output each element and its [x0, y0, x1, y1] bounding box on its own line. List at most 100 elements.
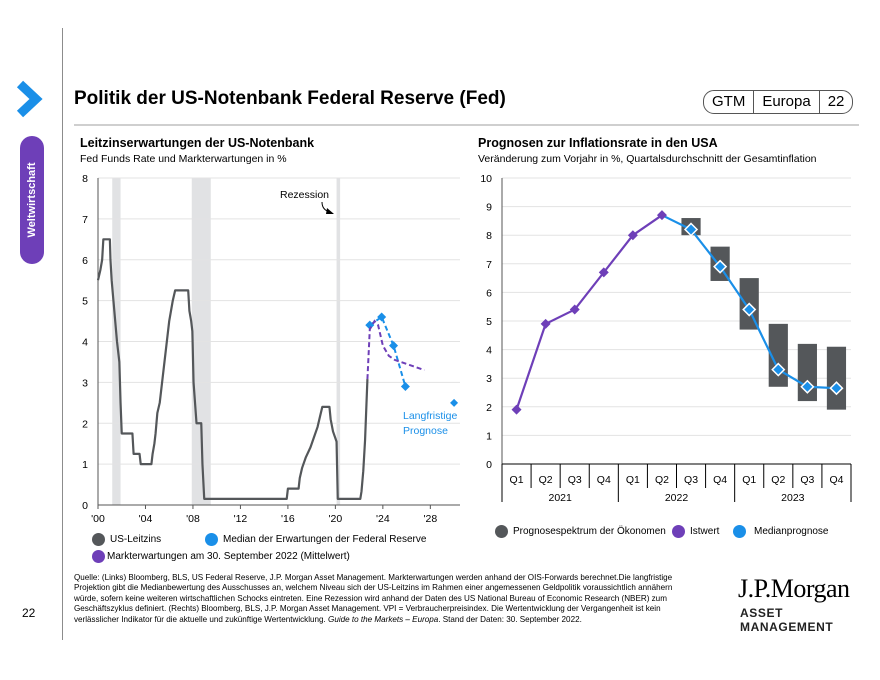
- legend-swatch: [495, 525, 508, 538]
- x-tick-label: Q1: [626, 474, 640, 486]
- fed-median-point: [377, 312, 387, 322]
- legend-label: Istwert: [690, 526, 720, 537]
- x-tick-label: Q2: [771, 474, 785, 486]
- y-tick-label: 4: [486, 345, 492, 357]
- market-expectations-line: [366, 319, 425, 380]
- legend-fed-median: Median der Erwartungen der Federal Reser…: [205, 533, 426, 546]
- legend-range: Prognosespektrum der Ökonomen: [495, 525, 666, 538]
- source-note: Quelle: (Links) Bloomberg, BLS, US Feder…: [74, 573, 692, 625]
- legend-us-leitzins: US-Leitzins: [92, 533, 161, 546]
- longrun-label-2: Prognose: [403, 425, 448, 437]
- y-tick-label: 5: [486, 316, 492, 328]
- legend-label: Medianprognose: [754, 526, 829, 537]
- y-tick-label: 2: [82, 418, 88, 430]
- x-tick-label: '24: [376, 513, 390, 525]
- legend-label: Median der Erwartungen der Federal Reser…: [223, 534, 427, 545]
- median-forecast-point: [713, 259, 728, 274]
- actual-point: [540, 318, 551, 329]
- y-tick-label: 3: [82, 377, 88, 389]
- x-tick-label: '00: [91, 513, 105, 525]
- legend-swatch: [733, 525, 746, 538]
- y-tick-label: 8: [486, 230, 492, 242]
- y-tick-label: 6: [486, 287, 492, 299]
- fed-median-line: [369, 315, 407, 387]
- left-chart-subtitle: Fed Funds Rate und Markterwartungen in %: [80, 153, 287, 165]
- y-tick-label: 4: [82, 337, 88, 349]
- y-tick-label: 2: [486, 402, 492, 414]
- legend-market-expectations: Markterwartungen am 30. September 2022 (…: [92, 550, 350, 563]
- actual-point: [656, 210, 667, 221]
- source-italic: Guide to the Markets – Europa: [328, 614, 439, 624]
- x-tick-label: '08: [186, 513, 200, 525]
- fed-median-point: [365, 320, 375, 330]
- source-text: Quelle: (Links) Bloomberg, BLS, US Feder…: [74, 573, 673, 624]
- actual-point: [598, 267, 609, 278]
- legend-actual: Istwert: [672, 525, 719, 538]
- chevron-right-icon[interactable]: [14, 80, 44, 118]
- x-tick-label: Q4: [829, 474, 843, 486]
- median-forecast-point: [683, 222, 699, 237]
- y-tick-label: 8: [82, 173, 88, 185]
- x-tick-label: '16: [281, 513, 295, 525]
- longrun-point: [450, 398, 459, 407]
- x-group-label: 2021: [548, 492, 572, 504]
- x-tick-label: Q3: [568, 474, 582, 486]
- y-tick-label: 1: [486, 430, 492, 442]
- legend-label: US-Leitzins: [110, 534, 162, 545]
- jpmorgan-logo: J.P.Morgan: [738, 574, 850, 603]
- x-tick-label: Q1: [510, 474, 524, 486]
- x-tick-label: Q2: [539, 474, 553, 486]
- y-tick-label: 7: [82, 214, 88, 226]
- median-forecast-point: [829, 381, 844, 396]
- y-tick-label: 1: [82, 459, 88, 471]
- right-chart-subtitle: Veränderung zum Vorjahr in %, Quartalsdu…: [478, 153, 817, 165]
- x-tick-label: Q2: [655, 474, 669, 486]
- y-tick-label: 10: [480, 173, 492, 185]
- badge-region: Europa: [753, 91, 818, 113]
- y-tick-label: 6: [82, 255, 88, 267]
- x-tick-label: '28: [423, 513, 437, 525]
- fed-rate-chart: 0 1 2 3 4 5 6 7 8 '00 '04 '08 '12 '16 '20 '24 '28 Rezess…: [82, 173, 460, 525]
- x-tick-label: '12: [234, 513, 248, 525]
- jpmorgan-logo-subtitle: ASSET MANAGEMENT: [740, 606, 834, 634]
- forecast-range-bar: [826, 346, 847, 410]
- fed-median-point: [400, 381, 410, 391]
- x-tick-label: Q1: [742, 474, 756, 486]
- fed-median-point: [389, 341, 399, 351]
- y-tick-label: 9: [486, 202, 492, 214]
- x-tick-label: Q4: [597, 474, 611, 486]
- legend-label: Markterwartungen am 30. September 2022 (…: [107, 551, 350, 562]
- source-end: . Stand der Daten: 30. September 2022.: [438, 614, 582, 624]
- x-tick-label: '04: [139, 513, 153, 525]
- x-tick-label: '20: [329, 513, 343, 525]
- y-tick-label: 0: [486, 459, 492, 471]
- y-tick-label: 0: [82, 500, 88, 512]
- legend-swatch: [92, 533, 105, 546]
- inflation-chart: 0 1 2 3 4 5 6 7 8 9 10 Q1 Q2 Q3 Q4 Q1 Q2 Q3 Q4 Q1 Q2 Q3 Q4 2021…: [480, 173, 852, 504]
- us-leitzins-line: [96, 238, 369, 500]
- left-divider: [62, 28, 63, 640]
- badge-page: 22: [818, 91, 853, 113]
- legend-swatch: [205, 533, 218, 546]
- x-tick-label: Q3: [684, 474, 698, 486]
- actual-point: [627, 230, 638, 241]
- legend-swatch: [672, 525, 685, 538]
- x-group-label: 2023: [781, 492, 805, 504]
- recession-arrow-head: [326, 208, 334, 214]
- page-title: Politik der US-Notenbank Federal Reserve…: [74, 88, 506, 109]
- section-tab[interactable]: Weltwirtschaft: [20, 136, 44, 264]
- y-tick-label: 7: [486, 259, 492, 271]
- header-divider: [74, 124, 859, 126]
- actual-point: [569, 304, 580, 315]
- badge-gtm: GTM: [712, 93, 746, 110]
- right-chart-title: Prognosen zur Inflationsrate in den USA: [478, 136, 718, 150]
- median-forecast-point: [742, 302, 757, 317]
- actual-line: [515, 214, 663, 411]
- actual-point: [511, 404, 522, 415]
- median-forecast-point: [800, 379, 815, 394]
- y-tick-label: 3: [486, 373, 492, 385]
- gtm-badge: GTM Europa 22: [703, 90, 854, 114]
- left-chart-title: Leitzinserwartungen der US-Notenbank: [80, 136, 315, 150]
- x-group-label: 2022: [665, 492, 689, 504]
- x-tick-label: Q4: [713, 474, 727, 486]
